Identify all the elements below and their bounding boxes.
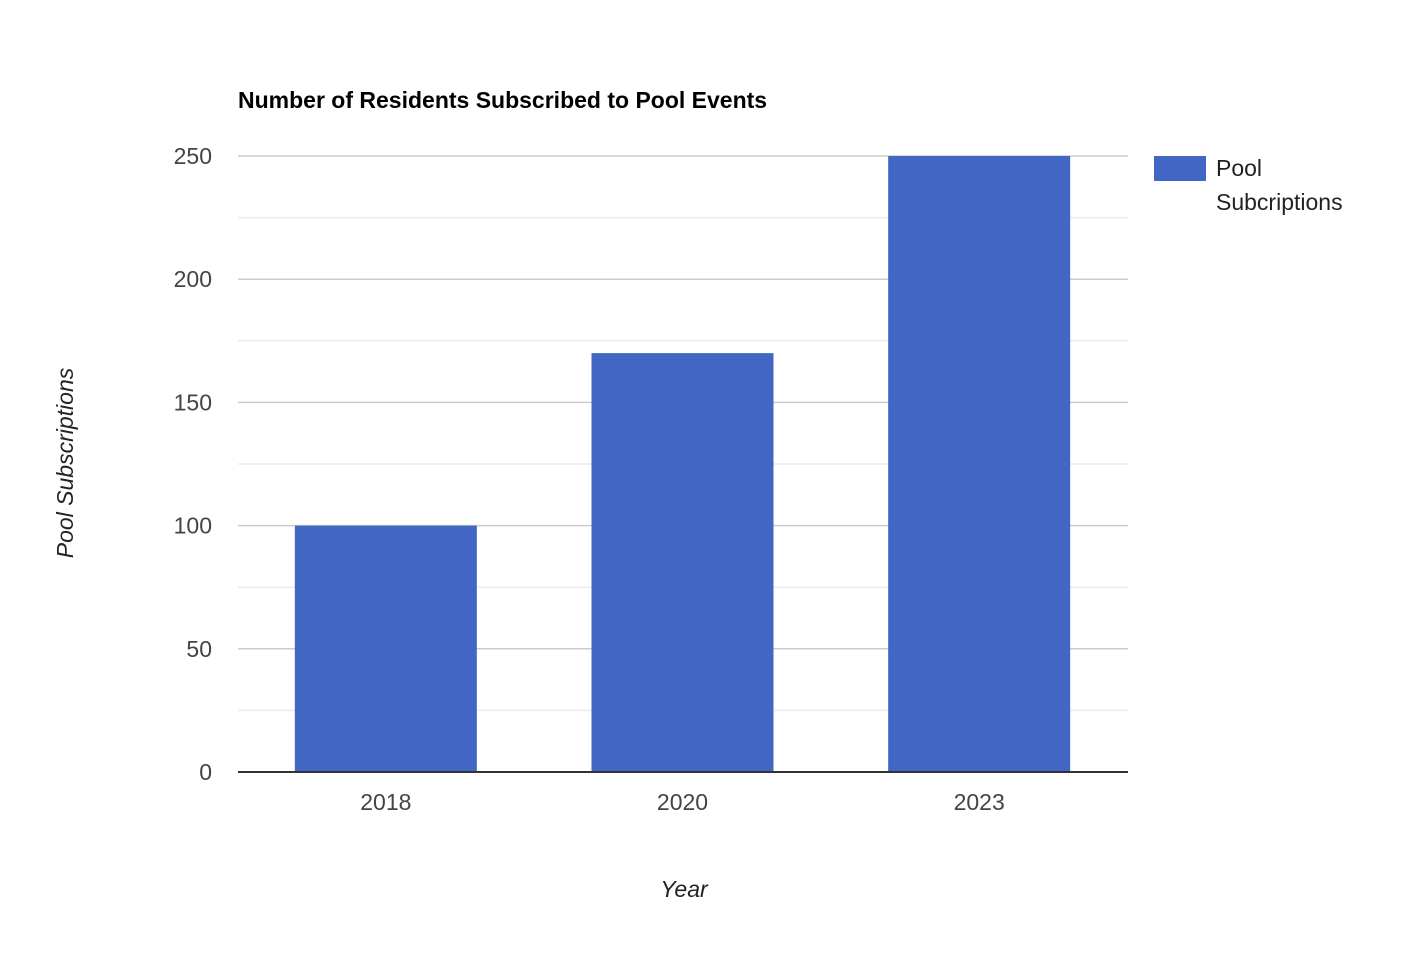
- legend: Pool Subcriptions: [1154, 155, 1343, 215]
- y-tick-label: 50: [186, 636, 212, 662]
- y-tick-label: 100: [174, 513, 212, 539]
- y-axis-ticks: 0 50 100 150 200 250: [174, 143, 212, 785]
- legend-label-line-1: Pool: [1216, 155, 1262, 181]
- bar-2018[interactable]: [294, 525, 477, 772]
- y-tick-label: 250: [174, 143, 212, 169]
- bars: [294, 156, 1071, 772]
- legend-swatch: [1154, 156, 1206, 181]
- bar-2023[interactable]: [888, 156, 1071, 772]
- x-axis-ticks: 2018 2020 2023: [360, 789, 1005, 815]
- bar-2020[interactable]: [591, 353, 774, 772]
- x-tick-label: 2020: [657, 789, 708, 815]
- legend-label-line-2: Subcriptions: [1216, 189, 1343, 215]
- y-tick-label: 200: [174, 266, 212, 292]
- y-tick-label: 0: [199, 759, 212, 785]
- x-axis-title: Year: [660, 876, 709, 902]
- y-tick-label: 150: [174, 389, 212, 415]
- y-axis-title: Pool Subscriptions: [52, 367, 78, 558]
- chart-title: Number of Residents Subscribed to Pool E…: [238, 87, 767, 113]
- x-tick-label: 2018: [360, 789, 411, 815]
- x-tick-label: 2023: [954, 789, 1005, 815]
